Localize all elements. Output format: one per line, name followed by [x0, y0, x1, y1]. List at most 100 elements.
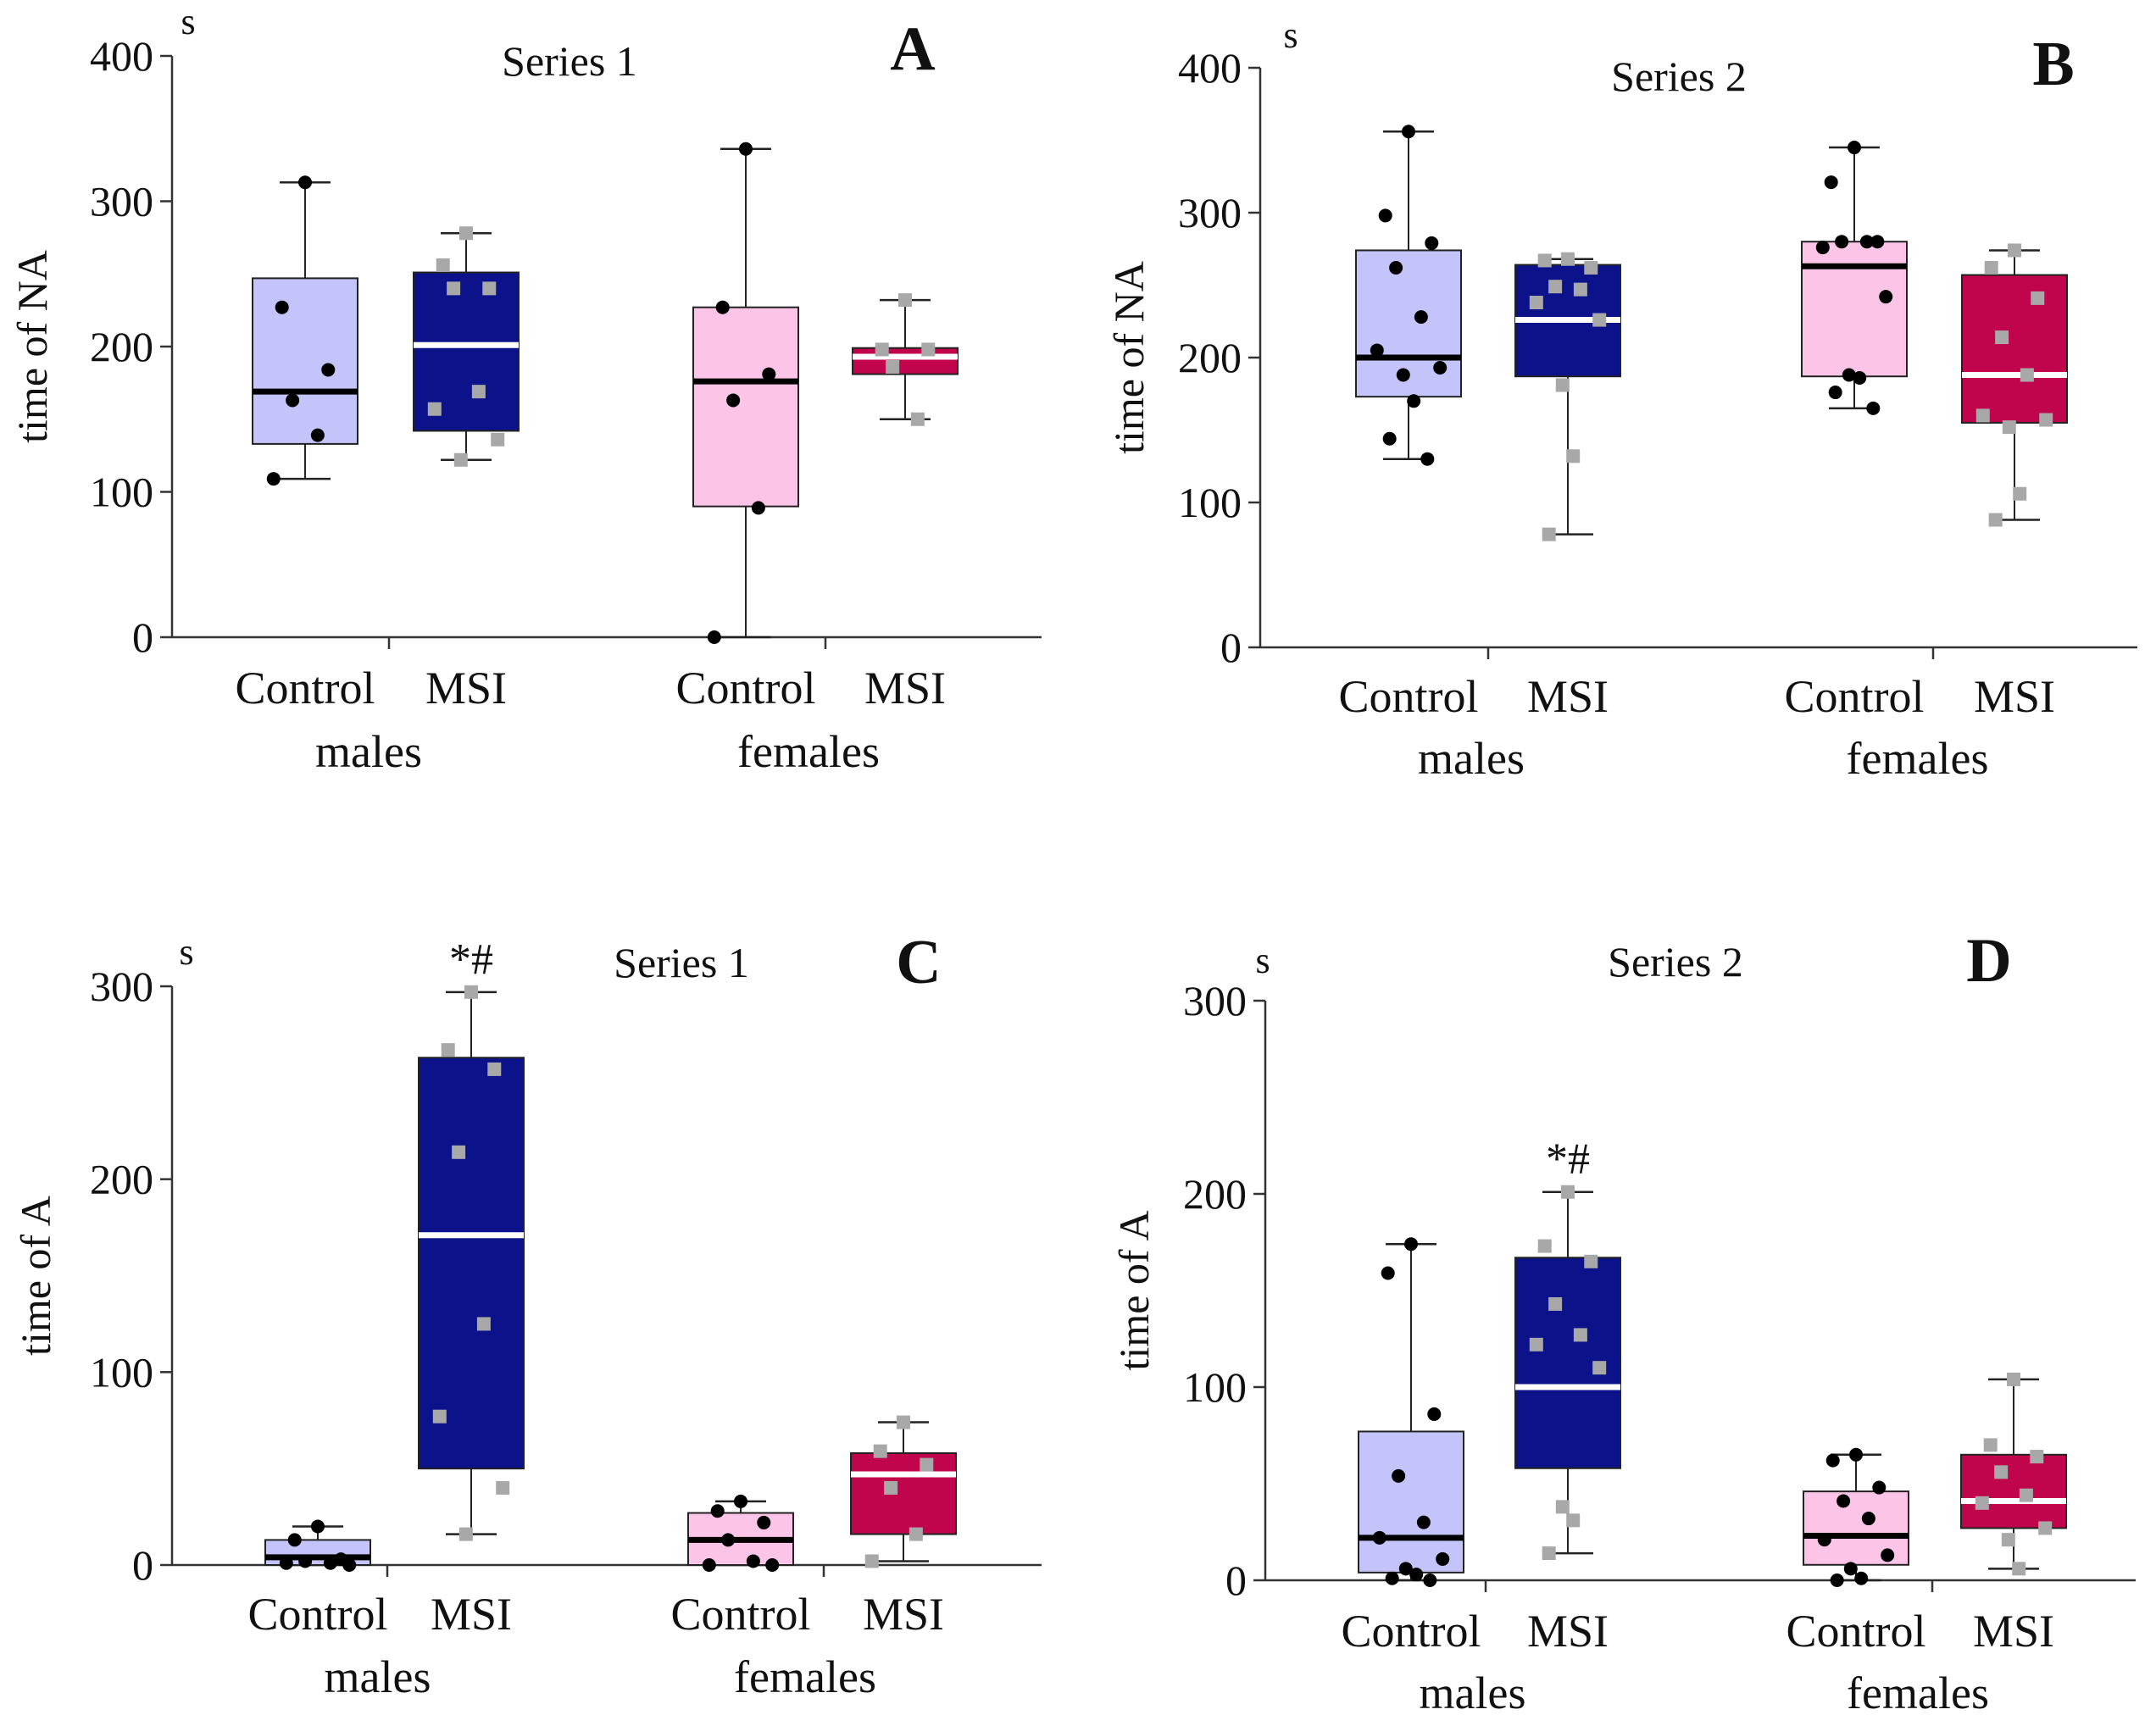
data-point — [746, 1554, 760, 1568]
panel-title: Series 2 — [1608, 938, 1743, 985]
data-point — [1555, 378, 1570, 392]
data-point — [909, 1527, 923, 1541]
y-tick-label: 300 — [1178, 189, 1242, 236]
data-point — [1548, 1296, 1563, 1311]
data-point — [1433, 360, 1448, 375]
data-point — [2013, 486, 2027, 501]
panel-letter: C — [896, 928, 941, 997]
data-point — [1984, 260, 1998, 275]
data-point — [464, 985, 478, 999]
data-point — [1396, 368, 1410, 382]
box-males-control — [252, 175, 358, 486]
data-point — [1416, 1515, 1431, 1529]
box-females-control — [1801, 141, 1908, 415]
panel-letter: D — [1966, 926, 2011, 996]
y-tick-label: 0 — [132, 613, 153, 661]
data-point — [496, 1480, 510, 1495]
y-tick-label: 200 — [1178, 334, 1242, 381]
x-category-label: Control — [235, 663, 375, 713]
data-point — [1404, 1237, 1418, 1252]
data-point — [921, 342, 936, 357]
y-unit-label: s — [179, 931, 193, 973]
box-males-msi — [1514, 1185, 1621, 1561]
data-point — [2038, 1521, 2053, 1535]
data-point — [1983, 1438, 1998, 1452]
data-point — [1828, 386, 1842, 400]
x-category-label: MSI — [1973, 1606, 2054, 1657]
data-point — [1392, 1468, 1406, 1483]
y-axis-label: time of NA — [8, 250, 56, 443]
data-point — [311, 1519, 325, 1534]
significance-marker: *# — [1546, 1135, 1590, 1184]
panel-c: 0 100 200 300 time of A s Series 1 C *# Control MS… — [12, 928, 1042, 1702]
data-point — [1407, 394, 1421, 408]
box-body — [692, 306, 799, 508]
data-point — [1389, 260, 1403, 275]
data-point — [757, 1515, 771, 1529]
box-body — [1961, 274, 2068, 424]
data-point — [491, 432, 505, 447]
data-point — [1555, 1500, 1570, 1514]
x-category-label: Control — [1786, 1606, 1925, 1657]
x-category-label: MSI — [425, 663, 507, 713]
data-point — [2020, 368, 2034, 382]
box-body — [1358, 1430, 1464, 1573]
data-point — [726, 393, 741, 408]
data-point — [1853, 370, 1867, 385]
x-group-label: females — [734, 1651, 876, 1702]
data-point — [323, 1556, 337, 1570]
x-group-label: males — [1418, 733, 1525, 784]
data-point — [1817, 1533, 1831, 1547]
data-point — [2031, 291, 2045, 305]
data-point — [1995, 330, 2009, 345]
data-point — [884, 1480, 898, 1495]
data-point — [1872, 1480, 1886, 1495]
box-females-msi — [1961, 243, 2068, 527]
y-tick-label: 400 — [1178, 44, 1242, 92]
x-group-label: males — [1420, 1668, 1526, 1715]
data-point — [1561, 252, 1575, 266]
data-point — [2030, 1450, 2044, 1464]
data-point — [310, 428, 325, 442]
data-point — [1542, 527, 1556, 541]
data-point — [476, 1317, 491, 1331]
data-point — [447, 281, 461, 296]
panel-a: 0 100 200 300 400 time of NA s Series 1 A Control… — [8, 1, 1042, 777]
data-point — [441, 1043, 455, 1057]
y-tick-label: 200 — [90, 323, 153, 370]
data-point — [1854, 1571, 1869, 1585]
x-category-label: Control — [1341, 1606, 1481, 1657]
data-point — [1372, 1530, 1386, 1545]
data-point — [1849, 1447, 1863, 1462]
data-point — [1592, 1361, 1607, 1375]
data-point — [762, 367, 776, 381]
data-point — [1830, 1573, 1844, 1587]
data-point — [436, 258, 450, 272]
data-point — [1843, 1562, 1858, 1576]
x-category-label: MSI — [1527, 671, 1609, 722]
data-point — [1529, 296, 1543, 310]
data-point — [1382, 431, 1397, 446]
box-males-msi — [1514, 252, 1621, 541]
y-tick-label: 300 — [1183, 977, 1247, 1024]
x-category-label: Control — [247, 1589, 387, 1640]
data-point — [1975, 408, 1990, 423]
data-point — [1824, 175, 1838, 190]
y-tick-label: 100 — [90, 1348, 153, 1396]
y-tick-label: 100 — [1183, 1363, 1247, 1411]
data-point — [1988, 513, 2003, 527]
data-point — [898, 293, 912, 308]
panel-d: 0 100 200 300 time of A s Series 2 D *# Control MS… — [1110, 926, 2136, 1715]
data-point — [452, 1145, 466, 1159]
data-point — [702, 1558, 716, 1572]
data-point — [1427, 1407, 1442, 1421]
box-females-msi — [850, 1415, 957, 1568]
box-females-msi — [1960, 1372, 2067, 1576]
panel-letter: B — [2032, 30, 2074, 99]
data-point — [1385, 1571, 1399, 1585]
data-point — [482, 281, 497, 296]
data-point — [1542, 1546, 1556, 1561]
box-body — [418, 1057, 525, 1470]
data-point — [1425, 236, 1439, 250]
data-point — [1548, 280, 1563, 294]
